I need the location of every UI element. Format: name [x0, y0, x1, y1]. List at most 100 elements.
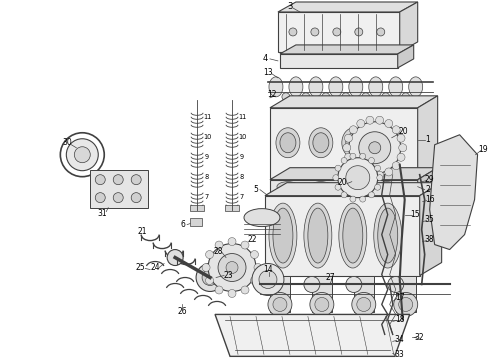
Ellipse shape	[244, 209, 280, 226]
Text: 6: 6	[181, 220, 186, 229]
Text: 20: 20	[399, 127, 409, 136]
Text: 15: 15	[410, 210, 419, 219]
Polygon shape	[398, 45, 414, 68]
Ellipse shape	[276, 128, 300, 158]
Bar	[278, 12, 400, 52]
Text: 26: 26	[177, 307, 187, 316]
Circle shape	[377, 175, 383, 181]
Text: 17: 17	[395, 293, 405, 302]
Circle shape	[315, 297, 329, 311]
Ellipse shape	[382, 93, 390, 101]
Polygon shape	[270, 276, 290, 312]
Ellipse shape	[313, 133, 329, 153]
Text: 9: 9	[205, 154, 209, 160]
Text: 7: 7	[240, 194, 244, 200]
Circle shape	[228, 289, 236, 297]
Circle shape	[95, 175, 105, 185]
Text: 31: 31	[98, 209, 107, 218]
Circle shape	[357, 168, 365, 176]
Circle shape	[226, 261, 238, 274]
Text: 28: 28	[213, 247, 223, 256]
Ellipse shape	[376, 182, 398, 192]
Circle shape	[131, 193, 141, 203]
Ellipse shape	[379, 133, 395, 153]
Bar	[225, 204, 239, 211]
Circle shape	[289, 28, 297, 36]
Polygon shape	[396, 276, 416, 312]
Ellipse shape	[269, 203, 297, 268]
Circle shape	[254, 264, 262, 271]
Bar	[270, 108, 417, 178]
Circle shape	[392, 126, 400, 134]
Circle shape	[241, 241, 249, 249]
Text: 22: 22	[247, 235, 257, 244]
Text: 16: 16	[425, 195, 435, 204]
Ellipse shape	[409, 77, 423, 97]
Circle shape	[360, 196, 366, 202]
Ellipse shape	[388, 276, 404, 292]
Circle shape	[259, 270, 277, 288]
Polygon shape	[400, 2, 417, 52]
Ellipse shape	[343, 182, 365, 192]
Text: 24: 24	[150, 263, 160, 272]
Circle shape	[399, 297, 413, 311]
Ellipse shape	[280, 133, 296, 153]
Ellipse shape	[302, 93, 310, 101]
Circle shape	[215, 286, 223, 294]
Circle shape	[113, 175, 123, 185]
Text: 20: 20	[337, 178, 346, 187]
Circle shape	[218, 253, 246, 282]
Circle shape	[344, 134, 352, 142]
Text: 14: 14	[263, 265, 273, 274]
Circle shape	[241, 286, 249, 294]
Polygon shape	[430, 135, 478, 249]
Circle shape	[74, 147, 90, 163]
Text: 25: 25	[135, 263, 145, 272]
Circle shape	[333, 175, 339, 181]
Circle shape	[374, 165, 381, 171]
Ellipse shape	[289, 77, 303, 97]
Circle shape	[215, 241, 223, 249]
Text: 29: 29	[425, 175, 435, 184]
Text: 32: 32	[415, 333, 424, 342]
Circle shape	[344, 153, 352, 161]
Circle shape	[397, 134, 405, 142]
Circle shape	[366, 116, 374, 124]
Ellipse shape	[282, 93, 290, 101]
Polygon shape	[270, 96, 438, 108]
Text: 30: 30	[62, 138, 72, 147]
Text: 12: 12	[267, 90, 277, 99]
Circle shape	[392, 162, 400, 170]
Circle shape	[66, 139, 98, 171]
Ellipse shape	[346, 133, 362, 153]
Circle shape	[360, 153, 366, 159]
Bar	[190, 217, 202, 226]
Ellipse shape	[308, 208, 328, 263]
Circle shape	[268, 292, 292, 316]
Circle shape	[228, 238, 236, 246]
Ellipse shape	[322, 93, 330, 101]
Bar	[90, 170, 148, 208]
Ellipse shape	[362, 93, 370, 101]
Ellipse shape	[277, 182, 299, 192]
Text: 2: 2	[425, 185, 430, 194]
Circle shape	[376, 116, 384, 124]
Circle shape	[399, 144, 407, 152]
Circle shape	[349, 162, 357, 170]
Circle shape	[250, 251, 259, 258]
Polygon shape	[417, 96, 438, 178]
Circle shape	[366, 171, 374, 179]
Polygon shape	[312, 276, 332, 312]
Polygon shape	[417, 168, 438, 194]
Text: 9: 9	[240, 154, 244, 160]
Circle shape	[341, 192, 347, 198]
Circle shape	[335, 165, 341, 171]
Circle shape	[346, 166, 370, 190]
Text: 10: 10	[203, 134, 211, 140]
Text: 33: 33	[395, 350, 405, 359]
Circle shape	[357, 297, 371, 311]
Circle shape	[352, 292, 376, 316]
Ellipse shape	[304, 203, 332, 268]
Circle shape	[359, 132, 391, 164]
Circle shape	[131, 175, 141, 185]
